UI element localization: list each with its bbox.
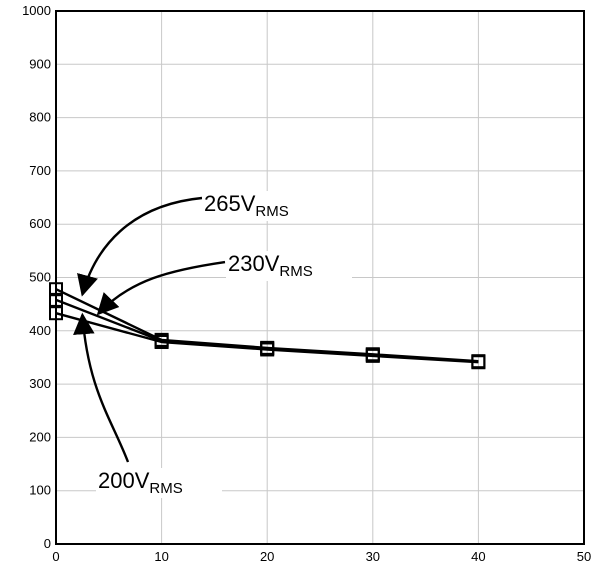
annotation-label-background: [202, 191, 328, 221]
y-tick-label: 100: [29, 483, 51, 498]
x-tick-label: 10: [154, 549, 168, 564]
annotation-label-1: 230VRMS: [228, 251, 313, 280]
y-tick-label: 300: [29, 376, 51, 391]
x-tick-label: 30: [366, 549, 380, 564]
annotation-voltage: 200V: [98, 468, 150, 493]
y-tick-label: 200: [29, 429, 51, 444]
annotation-label-0: 265VRMS: [204, 191, 289, 220]
x-tick-label: 40: [471, 549, 485, 564]
data-point-marker: [260, 342, 275, 357]
annotation-subscript: RMS: [279, 263, 312, 280]
x-tick-label: 50: [577, 549, 591, 564]
annotation-label-2: 200VRMS: [98, 468, 183, 497]
series-line-2: [55, 312, 479, 364]
annotation-arrow: [77, 196, 203, 297]
y-tick-label: 0: [44, 536, 51, 551]
annotation-voltage: 230V: [228, 251, 280, 276]
x-tick-label: 0: [52, 549, 59, 564]
y-tick-label: 900: [29, 56, 51, 71]
y-tick-label: 800: [29, 110, 51, 125]
y-tick-label: 600: [29, 216, 51, 231]
data-point-marker: [365, 348, 380, 363]
x-tick-label: 20: [260, 549, 274, 564]
annotation-voltage: 265V: [204, 191, 256, 216]
tick-labels: 0 100 200 300 400 500 600 700 800 900 1000 0 10 20 30 4…: [22, 3, 591, 564]
data-point-marker: [154, 334, 169, 349]
annotation-arrow: [96, 260, 226, 316]
annotation-subscript: RMS: [149, 480, 182, 497]
y-tick-label: 500: [29, 270, 51, 285]
y-tick-label: 700: [29, 163, 51, 178]
plot-frame: [55, 10, 585, 545]
annotation-label-background: [96, 468, 222, 498]
annotation-label-background: [226, 251, 352, 281]
annotation-subscript: RMS: [255, 203, 288, 220]
y-tick-label: 400: [29, 323, 51, 338]
data-point-marker: [471, 355, 486, 370]
y-tick-label: 1000: [22, 3, 51, 18]
annotation-arrow: [73, 312, 130, 463]
